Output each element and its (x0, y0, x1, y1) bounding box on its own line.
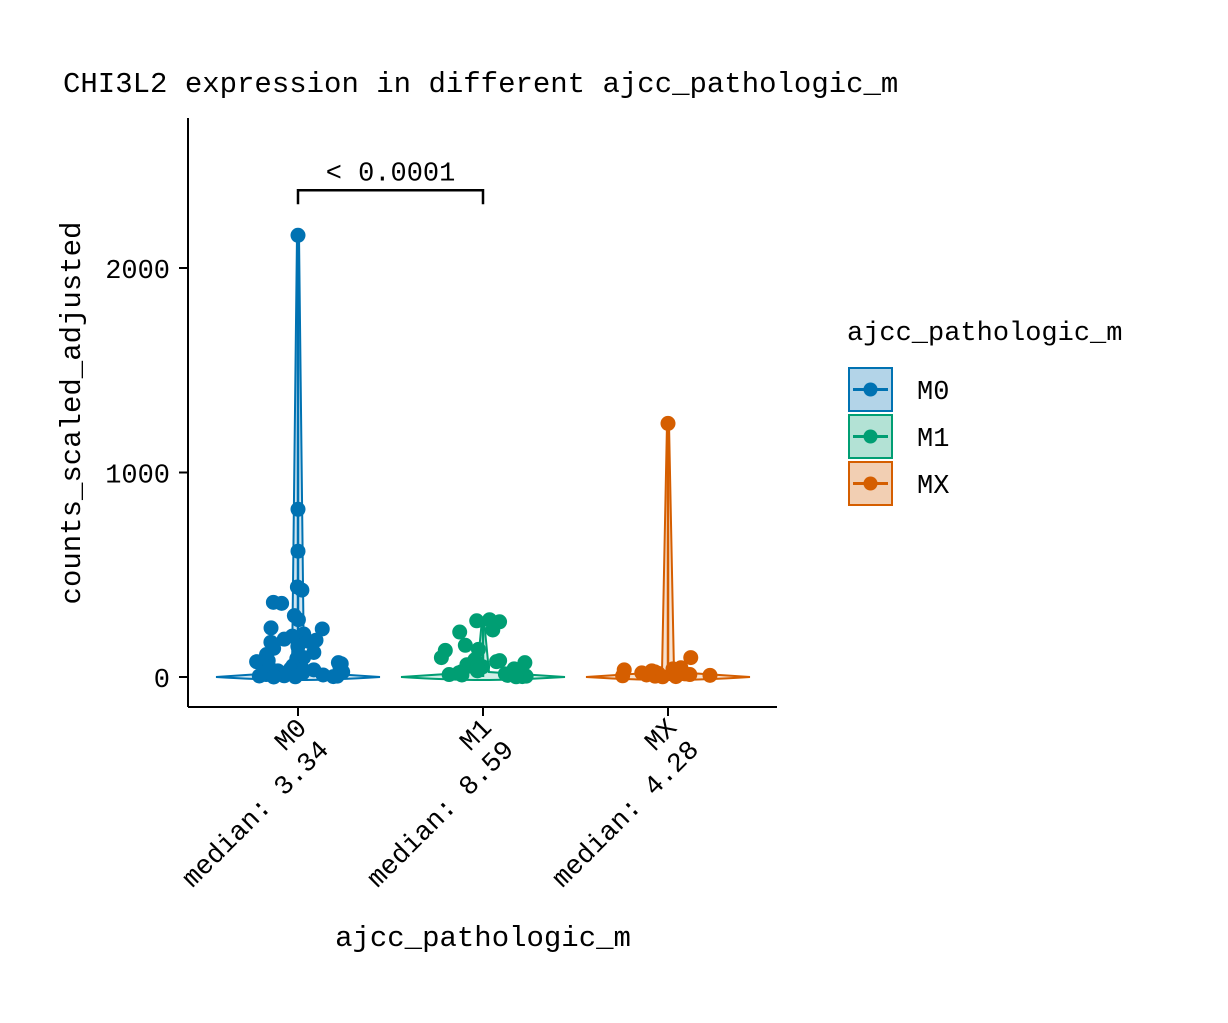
x-tick-median-label: median: 3.34 (178, 736, 337, 895)
point-M0 (266, 669, 282, 685)
point-M0 (290, 227, 306, 243)
p-value-label: < 0.0001 (326, 159, 456, 189)
x-tick-median-label: median: 8.59 (363, 736, 522, 895)
point-M0 (251, 668, 267, 684)
y-tick-label: 2000 (105, 257, 170, 287)
point-M1 (433, 650, 449, 666)
chart-title: CHI3L2 expression in different ajcc_path… (63, 68, 898, 101)
point-M1 (452, 624, 468, 640)
point-M1 (469, 613, 485, 629)
legend-key-point-M1 (863, 429, 878, 444)
data-points (249, 227, 718, 685)
x-axis-label: ajcc_pathologic_m (335, 922, 631, 955)
legend-label-M1: M1 (917, 425, 949, 455)
legend-key-point-MX (863, 476, 878, 491)
point-M0 (274, 595, 290, 611)
point-M1 (489, 654, 505, 670)
significance-annotation: < 0.0001 (296, 159, 485, 205)
point-M0 (290, 501, 306, 517)
point-MX (660, 415, 676, 431)
legend-title: ajcc_pathologic_m (847, 319, 1122, 349)
point-M1 (469, 663, 485, 679)
point-M0 (290, 638, 306, 654)
point-M1 (441, 667, 457, 683)
legend-label-MX: MX (917, 472, 949, 502)
legend: ajcc_pathologic_m M0 M1 MX (847, 319, 1122, 506)
point-MX (683, 650, 699, 666)
point-MX (682, 667, 698, 683)
y-tick-label: 0 (154, 666, 170, 696)
point-M0 (263, 620, 279, 636)
point-MX (615, 668, 631, 684)
point-M0 (290, 612, 306, 628)
point-M1 (485, 622, 501, 638)
point-M0 (294, 582, 310, 598)
legend-key-point-M0 (863, 382, 878, 397)
point-MX (668, 669, 684, 685)
point-M0 (287, 669, 303, 685)
point-M1 (457, 637, 473, 653)
point-M0 (276, 631, 292, 647)
significance-bracket (296, 189, 485, 205)
point-M1 (454, 667, 470, 683)
point-M1 (508, 669, 524, 685)
y-axis-label: counts_scaled_adjusted (56, 222, 89, 605)
point-MX (655, 669, 671, 685)
point-MX (702, 667, 718, 683)
legend-label-M0: M0 (917, 378, 949, 408)
point-M0 (290, 543, 306, 559)
point-M0 (325, 669, 341, 685)
x-tick-median-label: median: 4.28 (548, 736, 707, 895)
point-M0 (314, 621, 330, 637)
y-tick-label: 1000 (105, 462, 170, 492)
